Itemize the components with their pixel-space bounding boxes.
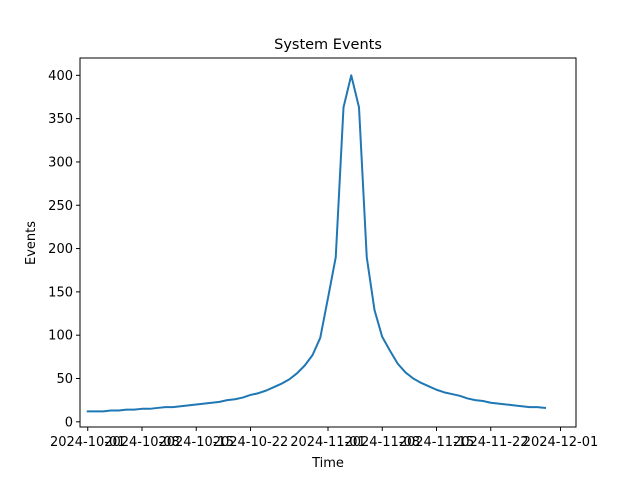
chart-title: System Events: [274, 37, 382, 53]
y-tick-label: 0: [65, 415, 73, 430]
y-tick-label: 50: [56, 372, 73, 387]
y-tick-label: 150: [48, 285, 73, 300]
y-axis-label: Events: [24, 221, 39, 265]
x-tick-label: 2024-10-08: [104, 435, 180, 450]
y-tick-label: 200: [48, 242, 73, 257]
y-tick-label: 100: [48, 329, 73, 344]
y-tick-label: 250: [48, 199, 73, 214]
x-tick-label: 2024-11-15: [399, 435, 475, 450]
x-tick-label: 2024-10-22: [213, 435, 289, 450]
events-series-line: [86, 74, 547, 413]
x-tick-label: 2024-12-01: [523, 435, 599, 450]
y-tick-label: 400: [48, 69, 73, 84]
x-axis-ticks: 2024-10-012024-10-082024-10-152024-10-22…: [50, 427, 598, 450]
x-tick-label: 2024-11-01: [290, 435, 366, 450]
x-tick-label: 2024-11-08: [344, 435, 420, 450]
y-tick-label: 300: [48, 155, 73, 170]
x-tick-label: 2024-10-01: [50, 435, 126, 450]
x-axis-label: Time: [311, 456, 344, 471]
x-tick-label: 2024-10-15: [158, 435, 234, 450]
y-tick-label: 350: [48, 112, 73, 127]
plot-area: [86, 74, 547, 413]
x-tick-label: 2024-11-22: [453, 435, 529, 450]
y-axis-ticks: 0 50 100 150 200 250 300 350 400: [48, 69, 80, 430]
axes-frame: [79, 57, 577, 428]
